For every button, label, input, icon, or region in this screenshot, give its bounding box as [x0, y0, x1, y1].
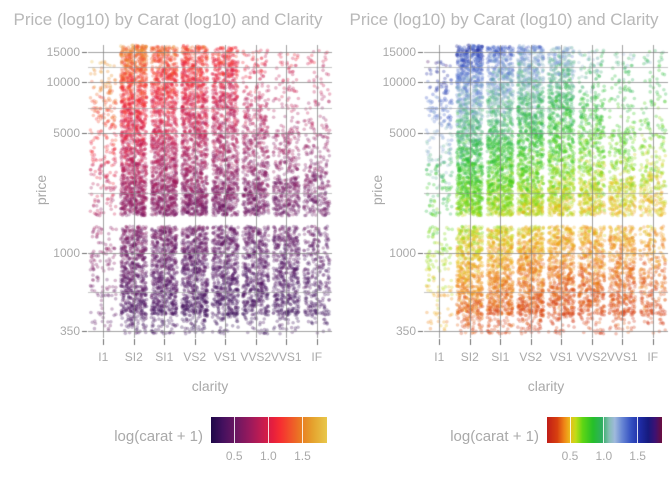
legend-title-left: log(carat + 1): [114, 428, 203, 445]
y-axis-title-right: price: [369, 174, 385, 206]
legend-tick-label: 0.5: [561, 449, 579, 463]
legend-colorbar-tick: [233, 417, 235, 443]
y-axis-tick-label: 350: [59, 323, 80, 338]
legend-colorbar-tick: [637, 417, 639, 443]
legend-tick-label: 1.0: [259, 449, 277, 463]
x-axis-tick-label: VS1: [213, 350, 237, 364]
x-axis-title-right: clarity: [527, 378, 565, 394]
plot-title-right: Price (log10) by Carat (log10) and Clari…: [349, 10, 659, 29]
x-axis-tick-label: VVS2: [576, 350, 608, 364]
x-axis-title-left: clarity: [191, 378, 229, 394]
y-axis-tick-label: 350: [395, 323, 416, 338]
y-axis-tick-label: 5000: [53, 126, 80, 141]
legend-colorbar-tick: [267, 417, 269, 443]
y-axis-title-left: price: [33, 174, 49, 206]
y-axis-tick-label: 5000: [389, 126, 416, 141]
y-axis-tick-label: 15000: [382, 44, 416, 59]
x-axis-tick-label: SI2: [124, 350, 143, 364]
x-axis-tick-label: VS1: [549, 350, 573, 364]
y-axis-tick-label: 10000: [46, 74, 80, 89]
x-axis-tick-label: VVS1: [606, 350, 638, 364]
legend-title-right: log(carat + 1): [450, 428, 539, 445]
legend-colorbar-left: [211, 417, 327, 443]
x-axis-tick-label: IF: [311, 350, 323, 364]
x-axis-tick-label: IF: [647, 350, 659, 364]
y-axis-tick-label: 1000: [389, 245, 416, 260]
x-axis-tick-label: VS2: [519, 350, 543, 364]
y-axis-tick-label: 10000: [382, 74, 416, 89]
x-axis-tick-label: I1: [434, 350, 445, 364]
x-axis-tick-label: SI1: [491, 350, 510, 364]
legend-colorbar-tick: [569, 417, 571, 443]
legend-tick-label: 1.5: [294, 449, 311, 463]
legend-tick-label: 1.0: [595, 449, 613, 463]
legend-colorbar-tick: [603, 417, 605, 443]
legend-colorbar-tick: [301, 417, 303, 443]
y-axis-tick-label: 15000: [46, 44, 80, 59]
legend-tick-label: 0.5: [225, 449, 243, 463]
x-axis-tick-label: VS2: [183, 350, 207, 364]
x-axis-tick-label: I1: [98, 350, 109, 364]
y-axis-tick-label: 1000: [53, 245, 80, 260]
legend-tick-label: 1.5: [629, 449, 646, 463]
legend-colorbar-right: [547, 417, 662, 443]
x-axis-tick-label: SI1: [155, 350, 174, 364]
plot-title-left: Price (log10) by Carat (log10) and Clari…: [13, 10, 323, 29]
x-axis-tick-label: VVS2: [240, 350, 272, 364]
x-axis-tick-label: VVS1: [270, 350, 302, 364]
x-axis-tick-label: SI2: [460, 350, 479, 364]
